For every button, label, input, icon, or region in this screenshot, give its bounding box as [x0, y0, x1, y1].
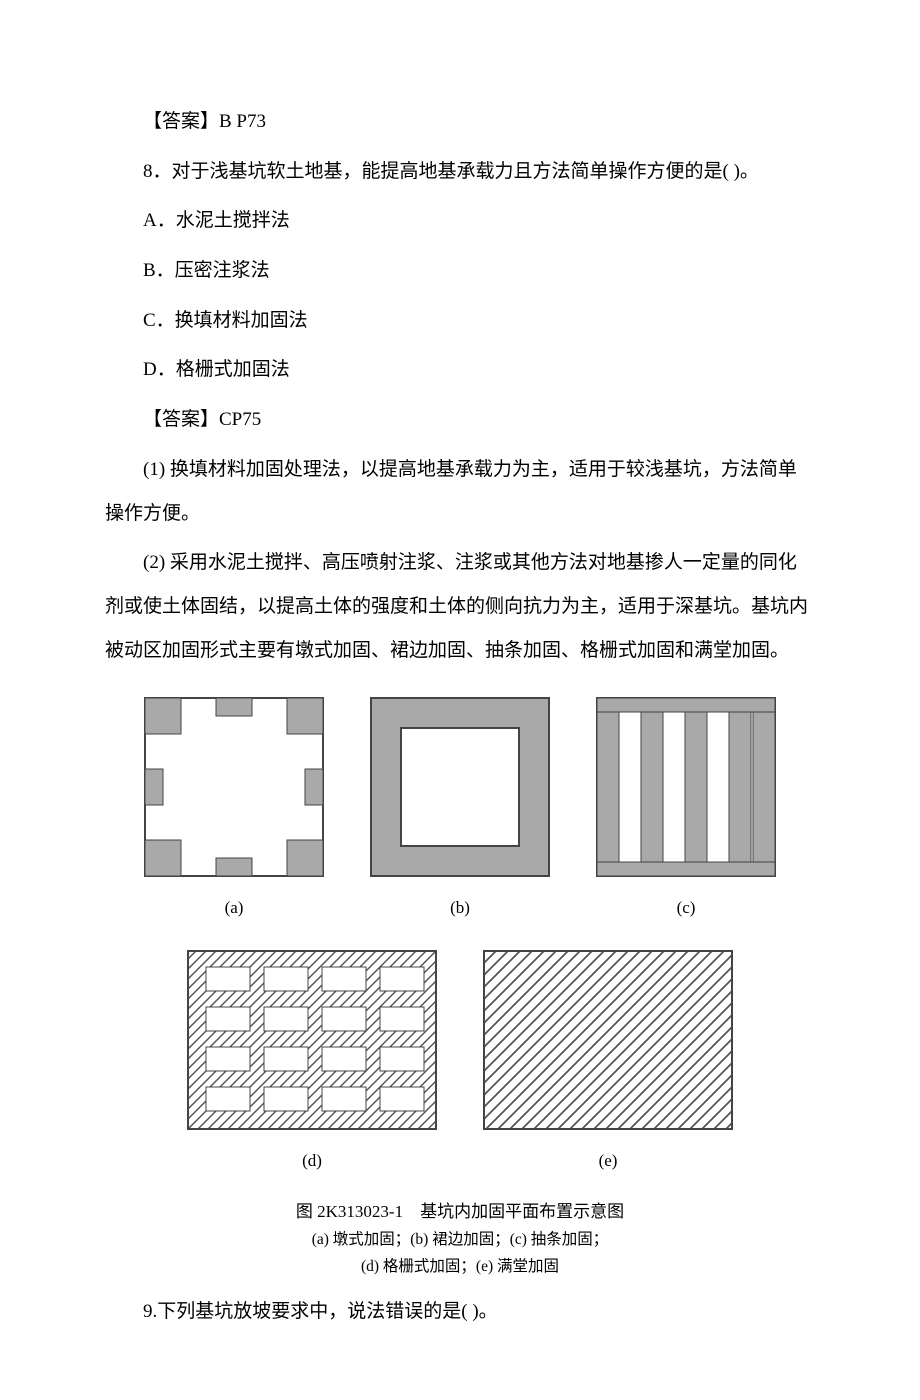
fig-label-b: (b) — [365, 888, 555, 927]
answer-7: 【答案】B P73 — [105, 100, 815, 144]
fig-label-e: (e) — [478, 1141, 738, 1180]
q9-stem: 9.下列基坑放坡要求中，说法错误的是( )。 — [105, 1290, 815, 1334]
fig-label-d: (d) — [182, 1141, 442, 1180]
figure-caption-line2: (a) 墩式加固；(b) 裙边加固；(c) 抽条加固； — [105, 1227, 815, 1253]
q8-answer: 【答案】CP75 — [105, 398, 815, 442]
fig-label-a: (a) — [139, 888, 329, 927]
q8-stem: 8．对于浅基坑软土地基，能提高地基承载力且方法简单操作方便的是( )。 — [105, 150, 815, 194]
fig-label-c: (c) — [591, 888, 781, 927]
q8-expl-1: (1) 换填材料加固处理法，以提高地基承载力为主，适用于较浅基坑，方法简单操作方… — [105, 448, 815, 535]
figure-2k313023-1: (a) (b) (c) — [105, 692, 815, 1280]
q8-opt-c: C．换填材料加固法 — [105, 299, 815, 343]
q8-expl-2: (2) 采用水泥土搅拌、高压喷射注浆、注浆或其他方法对地基掺人一定量的同化剂或使… — [105, 541, 815, 672]
figure-caption-title: 图 2K313023-1 基坑内加固平面布置示意图 — [105, 1198, 815, 1227]
diagram-c-strip-icon — [591, 692, 781, 882]
diagram-a-pier-icon — [139, 692, 329, 882]
figure-caption-line3: (d) 格栅式加固；(e) 满堂加固 — [105, 1254, 815, 1280]
diagram-b-skirt-icon — [365, 692, 555, 882]
q8-opt-b: B．压密注浆法 — [105, 249, 815, 293]
q8-opt-d: D．格栅式加固法 — [105, 348, 815, 392]
diagram-e-full-icon — [478, 945, 738, 1135]
diagram-d-grid-icon — [182, 945, 442, 1135]
q8-opt-a: A．水泥土搅拌法 — [105, 199, 815, 243]
